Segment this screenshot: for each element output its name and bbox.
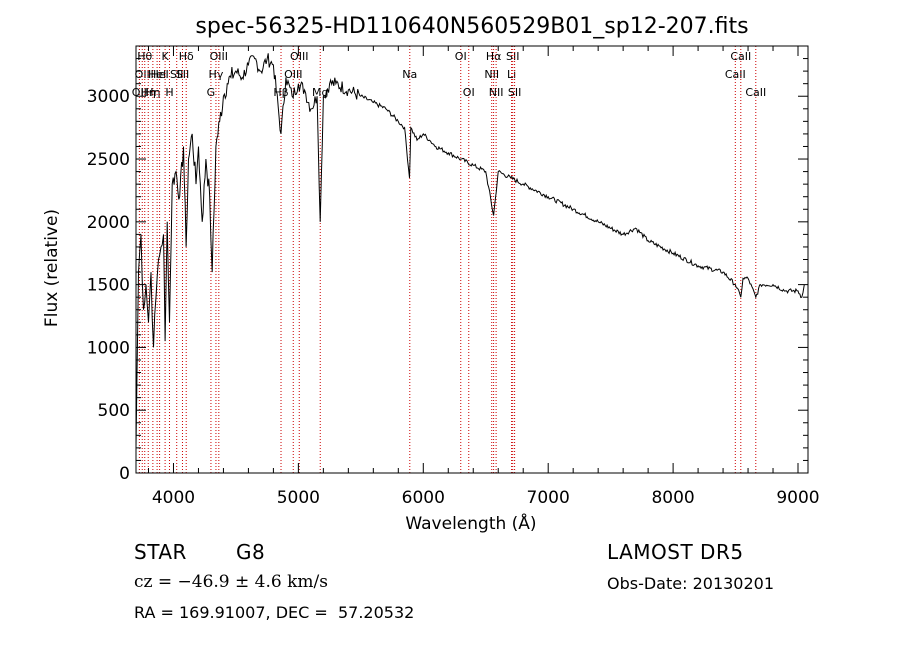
y-tick-label: 1000 bbox=[87, 338, 130, 358]
y-tick-label: 1500 bbox=[87, 276, 130, 296]
x-tick-label: 4000 bbox=[152, 488, 195, 508]
line-label: G bbox=[207, 86, 216, 99]
line-label: SII bbox=[170, 68, 183, 81]
x-tick-label: 9000 bbox=[776, 488, 819, 508]
line-label: K bbox=[161, 50, 169, 63]
line-label: OI bbox=[463, 86, 475, 99]
plot-frame bbox=[135, 45, 809, 474]
y-tick-label: 2500 bbox=[87, 150, 130, 170]
line-label: HeI bbox=[150, 68, 168, 81]
line-label: SII bbox=[508, 86, 521, 99]
line-label: OIII bbox=[290, 50, 308, 63]
coordinates: RA = 169.91007, DEC = 57.20532 bbox=[134, 603, 415, 622]
line-label: Hδ bbox=[179, 50, 194, 63]
y-axis-label: Flux (relative) bbox=[42, 209, 62, 327]
obs-date: Obs-Date: 20130201 bbox=[607, 574, 775, 593]
survey-name: LAMOST DR5 bbox=[607, 540, 744, 564]
line-label: Na bbox=[402, 68, 417, 81]
x-tick-label: 8000 bbox=[651, 488, 694, 508]
x-tick-label: 7000 bbox=[527, 488, 570, 508]
x-tick-label: 5000 bbox=[277, 488, 320, 508]
line-label: CaII bbox=[730, 50, 751, 63]
line-label: CaII bbox=[725, 68, 746, 81]
line-label: Hγ bbox=[209, 68, 224, 81]
y-tick-label: 3000 bbox=[87, 87, 130, 107]
line-label: Hη bbox=[145, 86, 160, 99]
chart-title: spec-56325-HD110640N560529B01_sp12-207.f… bbox=[195, 14, 748, 39]
line-label: OIII bbox=[284, 68, 302, 81]
line-label: SII bbox=[506, 50, 519, 63]
line-label: H bbox=[165, 86, 173, 99]
line-label: Li bbox=[507, 68, 516, 81]
line-label: CaII bbox=[745, 86, 766, 99]
y-tick-label: 2000 bbox=[87, 213, 130, 233]
y-tick-label: 0 bbox=[119, 464, 130, 484]
y-tick-label: 500 bbox=[98, 401, 130, 421]
line-label: HeI bbox=[148, 68, 166, 81]
line-label: Hα bbox=[486, 50, 502, 63]
line-label: NII bbox=[489, 86, 504, 99]
line-markers: OIIOIIHθHηHηHeIHeIKHSIISIIHδGHγOIIIHβOII… bbox=[132, 46, 766, 473]
y-axis: 0 500 1000 1500 2000 2500 3000 bbox=[87, 58, 808, 484]
x-axis: 4000 5000 6000 7000 8000 9000 bbox=[147, 46, 820, 508]
line-label: Hθ bbox=[137, 50, 152, 63]
line-label: OI bbox=[455, 50, 467, 63]
subclass: G8 bbox=[236, 540, 266, 564]
line-label: SII bbox=[176, 68, 189, 81]
velocity: cz = −46.9 ± 4.6 km/s bbox=[134, 572, 328, 592]
line-label: NII bbox=[484, 68, 499, 81]
x-axis-label: Wavelength (Å) bbox=[405, 512, 536, 534]
spectrum-line bbox=[135, 53, 805, 448]
line-label: OIII bbox=[210, 50, 228, 63]
object-class: STAR bbox=[134, 540, 187, 564]
x-tick-label: 6000 bbox=[402, 488, 445, 508]
